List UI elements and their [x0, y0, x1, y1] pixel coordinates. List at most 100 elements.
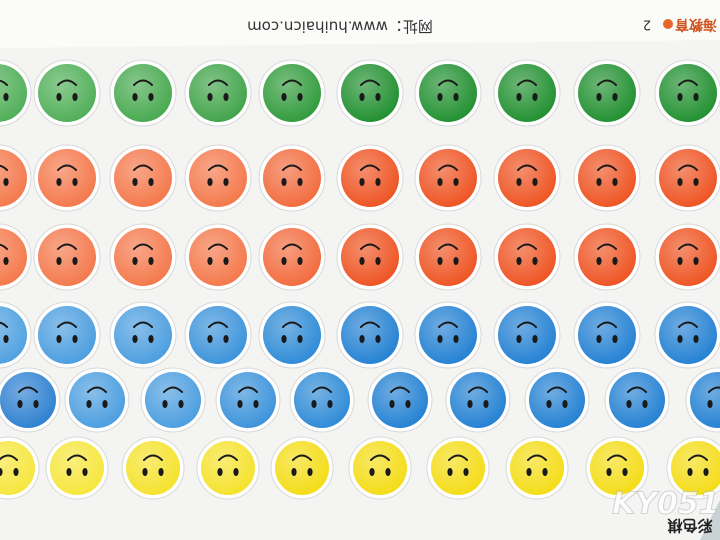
eye — [142, 468, 148, 476]
eye — [132, 93, 138, 101]
face-shine — [201, 441, 255, 495]
face-shine — [419, 149, 477, 207]
eye — [207, 335, 213, 343]
eye — [223, 93, 229, 101]
mouth — [627, 386, 647, 393]
mouth — [292, 454, 312, 461]
face-shine — [189, 228, 247, 286]
eye — [467, 400, 473, 408]
face-shine — [659, 306, 717, 364]
face-shine — [659, 64, 717, 122]
mouth — [312, 386, 332, 393]
eye — [359, 178, 365, 186]
eye — [703, 468, 709, 476]
face-shine — [38, 228, 96, 286]
eye — [148, 257, 154, 265]
eye — [253, 400, 259, 408]
face-shine — [510, 441, 564, 495]
face-shine — [114, 64, 172, 122]
face-shine — [578, 228, 636, 286]
face-shine — [659, 228, 717, 286]
face-shine — [0, 149, 27, 207]
eye — [132, 335, 138, 343]
face-shine — [114, 306, 172, 364]
mouth — [678, 164, 698, 171]
face-shine — [341, 228, 399, 286]
eye — [516, 257, 522, 265]
eye — [546, 400, 552, 408]
mouth — [67, 454, 87, 461]
face-shine — [419, 228, 477, 286]
eye — [297, 257, 303, 265]
eye — [612, 178, 618, 186]
mouth — [0, 164, 8, 171]
mouth — [390, 386, 410, 393]
face-shine — [578, 306, 636, 364]
eye — [82, 468, 88, 476]
eye — [375, 257, 381, 265]
eye — [437, 93, 443, 101]
eye — [311, 400, 317, 408]
mouth — [438, 164, 458, 171]
eye — [693, 93, 699, 101]
eye — [281, 178, 287, 186]
eye — [562, 400, 568, 408]
face-shine — [498, 64, 556, 122]
eye — [596, 93, 602, 101]
mouth — [0, 79, 8, 86]
mouth — [360, 79, 380, 86]
mouth — [87, 386, 107, 393]
eye — [677, 178, 683, 186]
eye — [148, 93, 154, 101]
eye — [86, 400, 92, 408]
face-shine — [590, 441, 644, 495]
eye — [483, 400, 489, 408]
mouth — [527, 454, 547, 461]
face-shine — [263, 149, 321, 207]
mouth — [517, 164, 537, 171]
eye — [237, 400, 243, 408]
face-shine — [145, 372, 201, 428]
eye — [532, 257, 538, 265]
eye — [385, 468, 391, 476]
eye — [17, 400, 23, 408]
eye — [612, 335, 618, 343]
eye — [207, 178, 213, 186]
face-shine — [0, 306, 27, 364]
eye — [693, 178, 699, 186]
face-shine — [69, 372, 125, 428]
mouth — [438, 79, 458, 86]
mouth — [208, 321, 228, 328]
eye — [0, 468, 3, 476]
face-shine — [263, 306, 321, 364]
eye — [132, 257, 138, 265]
eye — [693, 335, 699, 343]
eye — [606, 468, 612, 476]
eye — [3, 335, 9, 343]
eye — [297, 335, 303, 343]
eye — [3, 93, 9, 101]
mouth — [438, 243, 458, 250]
mouth — [218, 454, 238, 461]
mouth — [133, 79, 153, 86]
eye — [56, 93, 62, 101]
eye — [148, 178, 154, 186]
eye — [359, 335, 365, 343]
mouth — [678, 79, 698, 86]
mouth — [0, 243, 8, 250]
eye — [33, 400, 39, 408]
mouth — [517, 79, 537, 86]
eye — [375, 178, 381, 186]
face-shine — [126, 441, 180, 495]
eye — [148, 335, 154, 343]
mouth — [547, 386, 567, 393]
mouth — [57, 321, 77, 328]
eye — [3, 178, 9, 186]
eye — [516, 335, 522, 343]
eye — [542, 468, 548, 476]
eye — [375, 93, 381, 101]
eye — [3, 257, 9, 265]
mouth — [597, 164, 617, 171]
mouth — [208, 243, 228, 250]
